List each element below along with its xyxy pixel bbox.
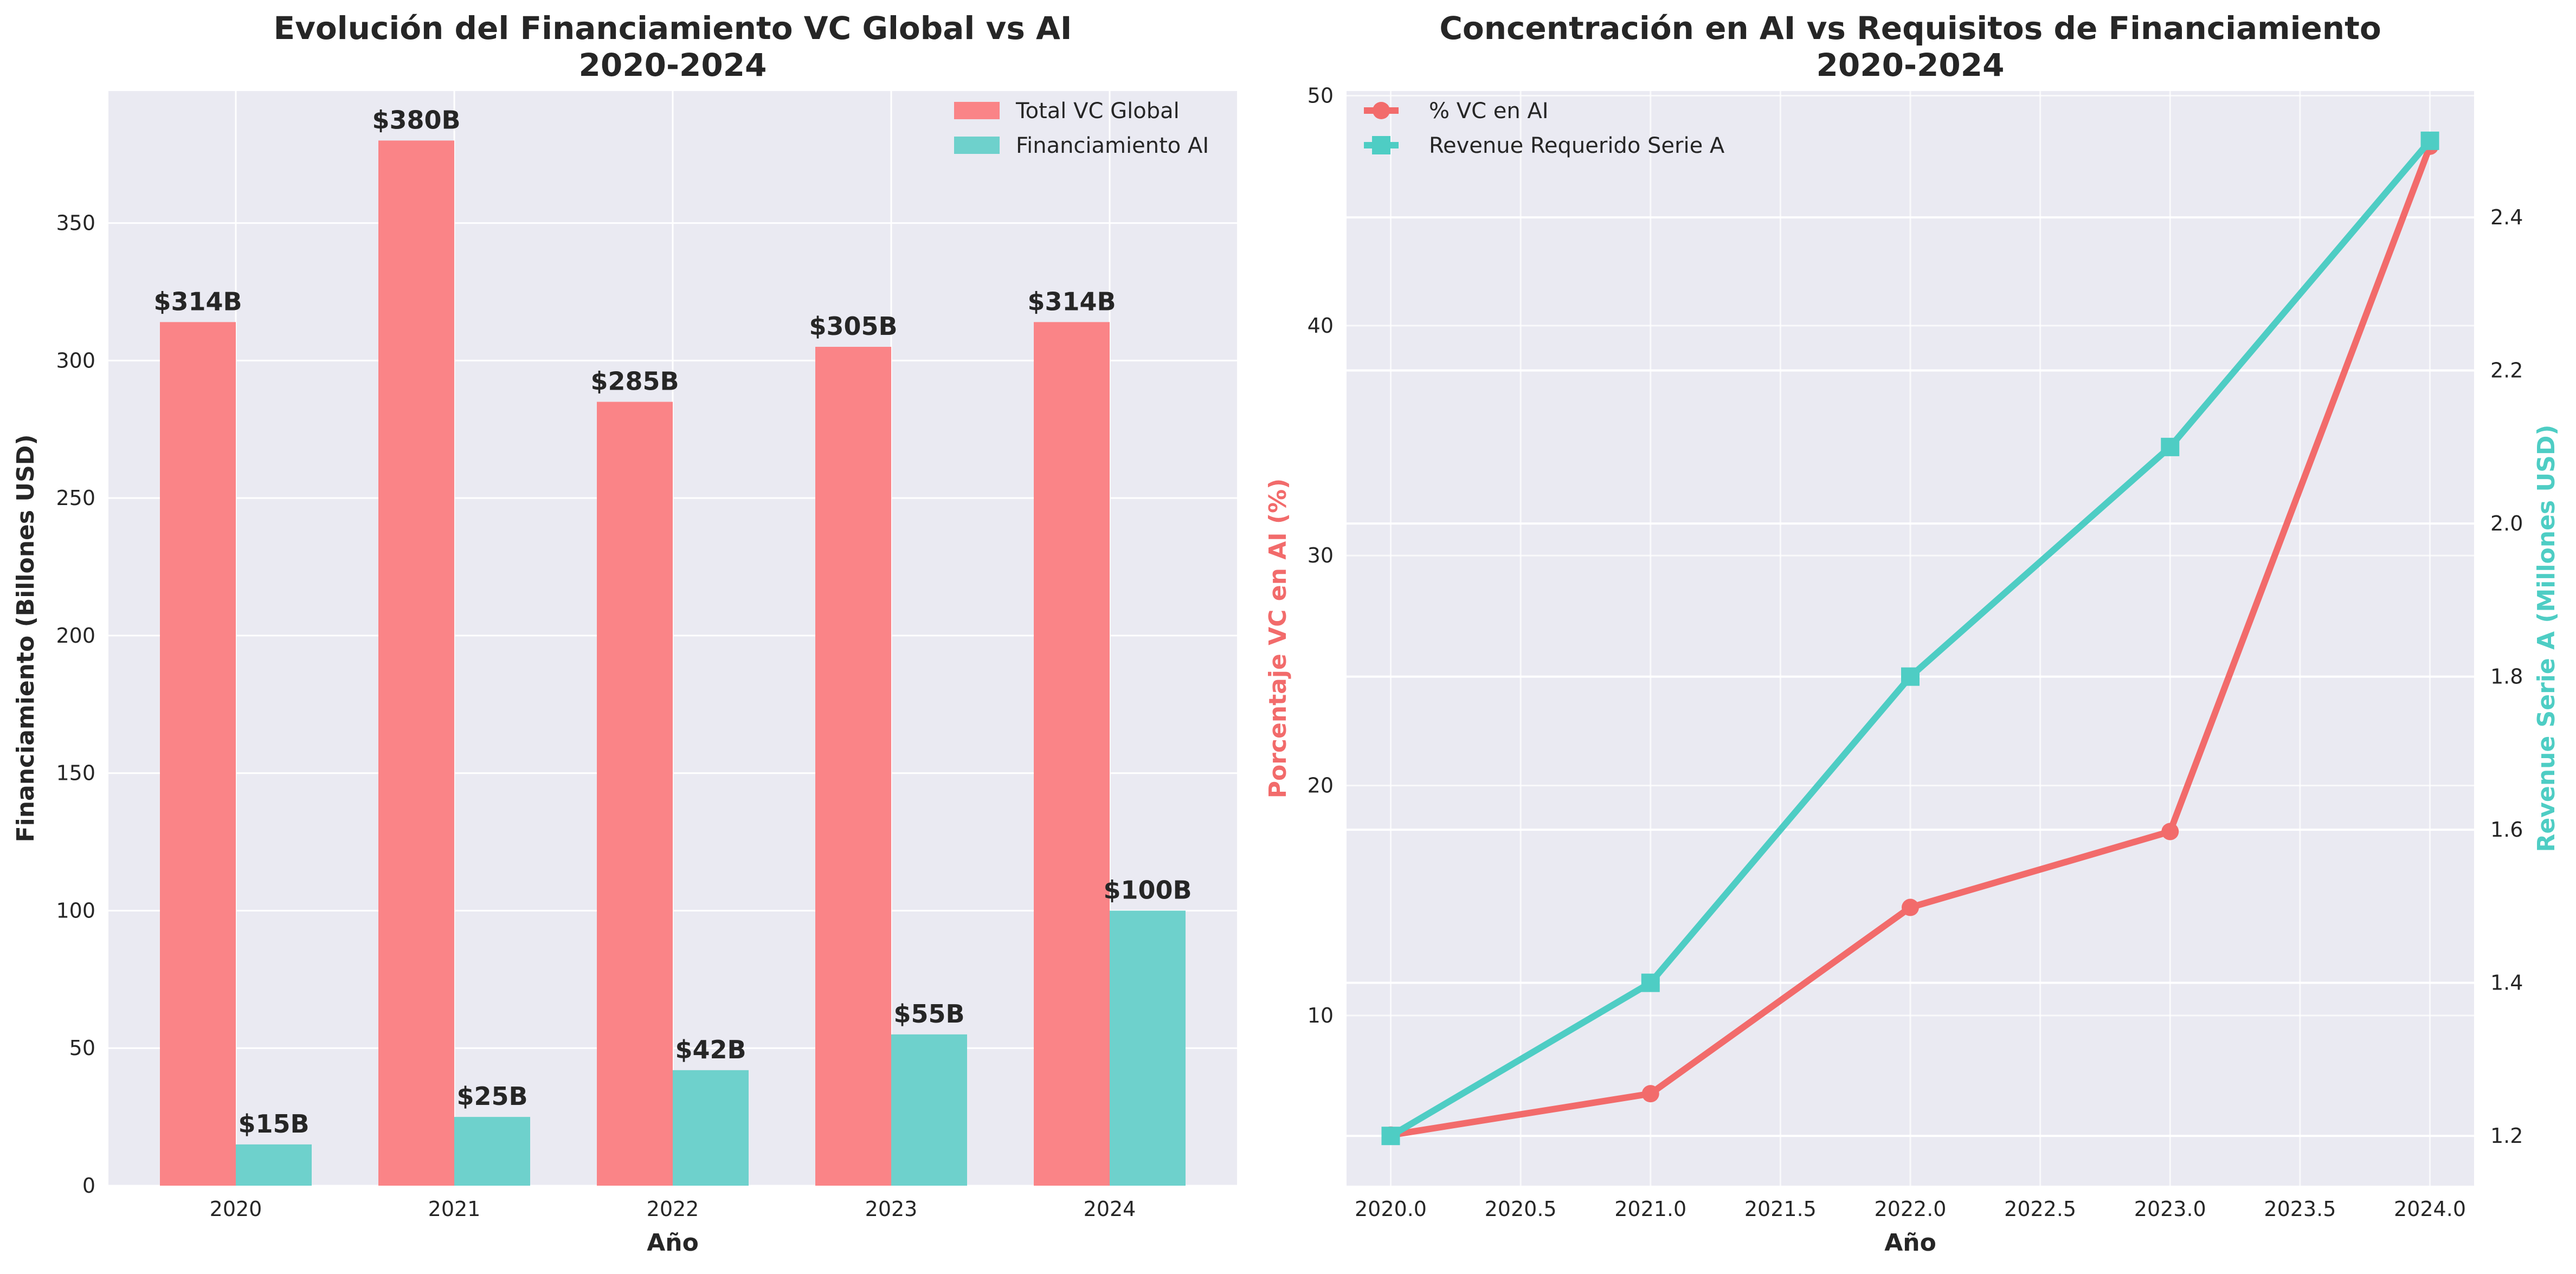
series-point-revenue-2020: [1381, 1127, 1400, 1146]
x-tick-label: 2024.0: [2394, 1197, 2466, 1221]
bar-value-label: $305B: [809, 312, 897, 341]
bar-value-label: $380B: [372, 105, 460, 134]
bar-value-label: $314B: [153, 287, 242, 316]
line-chart: 2020.0 2020.5 2021.0 2021.5 2022.0 2022.5 2023…: [1264, 10, 2560, 1257]
x-tick-label: 2023: [865, 1197, 918, 1221]
x-tick-label: 2024: [1084, 1197, 1136, 1221]
y-tick-label-right: 1.6: [2490, 818, 2523, 842]
bar-total-vc-2022: [597, 402, 673, 1186]
x-tick-label: 2022.0: [1875, 1197, 1947, 1221]
bar-total-vc-2020: [160, 322, 236, 1186]
x-tick-label: 2021: [428, 1197, 481, 1221]
legend: % VC en AI Revenue Requerido Serie A: [1364, 99, 1725, 158]
bar-ai-2022: [673, 1070, 749, 1186]
y-tick-label-right: 2.4: [2490, 205, 2523, 229]
x-tick-label: 2023.0: [2134, 1197, 2206, 1221]
bar-value-label: $25B: [456, 1082, 527, 1111]
y-tick-label: 350: [56, 211, 95, 235]
y-tick-label: 0: [82, 1174, 95, 1198]
legend-label: Financiamiento AI: [1016, 133, 1209, 158]
chart-title-line: 2020-2024: [1817, 47, 2005, 83]
bar-ai-2023: [891, 1034, 967, 1186]
series-point-revenue-2021: [1641, 973, 1660, 992]
y-tick-label-right: 1.4: [2490, 971, 2523, 995]
bar-value-label: $100B: [1103, 875, 1192, 904]
chart-title-line: Concentración en AI vs Requisitos de Fin…: [1439, 10, 2381, 47]
bar-chart: 0 50 100 150 200 250 300 350 $314B $380B $285B $305…: [12, 10, 1237, 1257]
y-tick-label: 150: [56, 761, 95, 785]
bar-total-vc-2024: [1034, 322, 1110, 1186]
x-axis-label: Año: [1884, 1229, 1936, 1257]
bar-ai-2024: [1110, 910, 1186, 1186]
y-tick-label: 200: [56, 624, 95, 648]
legend-marker: [1373, 102, 1390, 119]
series-point-revenue-2022: [1901, 667, 1920, 686]
bar-ai-2021: [454, 1117, 530, 1186]
series-point-revenue-2023: [2161, 437, 2180, 456]
x-tick-label: 2020.5: [1485, 1197, 1557, 1221]
legend-marker: [1372, 136, 1390, 154]
bar-value-label: $55B: [893, 999, 964, 1029]
legend-label: % VC en AI: [1429, 99, 1549, 124]
legend-label: Total VC Global: [1015, 99, 1180, 124]
y-tick-label-left: 30: [1308, 544, 1334, 567]
y-tick-label-right: 2.2: [2490, 359, 2523, 383]
x-tick-label: 2021.0: [1614, 1197, 1686, 1221]
y-axis-label-left: Porcentaje VC en AI (%): [1264, 478, 1292, 799]
legend: Total VC Global Financiamiento AI: [954, 99, 1209, 158]
chart-title-line: Evolución del Financiamiento VC Global v…: [274, 10, 1072, 47]
y-tick-label-left: 10: [1308, 1004, 1334, 1027]
x-tick-label: 2020: [210, 1197, 262, 1221]
y-tick-label: 300: [56, 348, 95, 372]
x-axis-label: Año: [647, 1229, 699, 1257]
bar-ai-2020: [236, 1144, 312, 1186]
bar-total-vc-2023: [815, 347, 891, 1186]
y-axis-label: Financiamiento (Billones USD): [12, 435, 40, 843]
y-tick-label-right: 1.2: [2490, 1124, 2523, 1148]
y-tick-label-left: 40: [1308, 314, 1334, 338]
y-tick-label-right: 2.0: [2490, 512, 2523, 535]
y-tick-label: 250: [56, 486, 95, 510]
bar-value-label: $42B: [675, 1035, 746, 1064]
series-point-pct-ai-2023: [2161, 823, 2179, 840]
series-point-pct-ai-2022: [1902, 898, 1919, 916]
y-tick-label: 100: [56, 898, 95, 922]
y-tick-label-right: 1.8: [2490, 665, 2523, 689]
x-tick-label: 2023.5: [2264, 1197, 2336, 1221]
y-tick-label-left: 50: [1308, 83, 1334, 107]
bar-value-label: $285B: [590, 367, 679, 396]
bar-total-vc-2021: [378, 140, 454, 1186]
x-tick-label: 2022.5: [2004, 1197, 2076, 1221]
bar-value-label: $15B: [238, 1109, 309, 1139]
x-tick-label: 2022: [647, 1197, 699, 1221]
legend-swatch: [954, 102, 1000, 119]
chart-title-line: 2020-2024: [579, 47, 767, 83]
series-point-pct-ai-2021: [1641, 1085, 1659, 1103]
legend-label: Revenue Requerido Serie A: [1429, 133, 1725, 158]
y-tick-label: 50: [69, 1036, 95, 1060]
x-tick-label: 2020.0: [1355, 1197, 1427, 1221]
series-point-revenue-2024: [2420, 131, 2439, 150]
y-axis-label-right: Revenue Serie A (Millones USD): [2533, 425, 2560, 852]
bar-value-label: $314B: [1027, 287, 1116, 316]
legend-swatch: [954, 137, 1000, 154]
y-tick-label-left: 20: [1308, 774, 1334, 798]
x-tick-label: 2021.5: [1744, 1197, 1817, 1221]
